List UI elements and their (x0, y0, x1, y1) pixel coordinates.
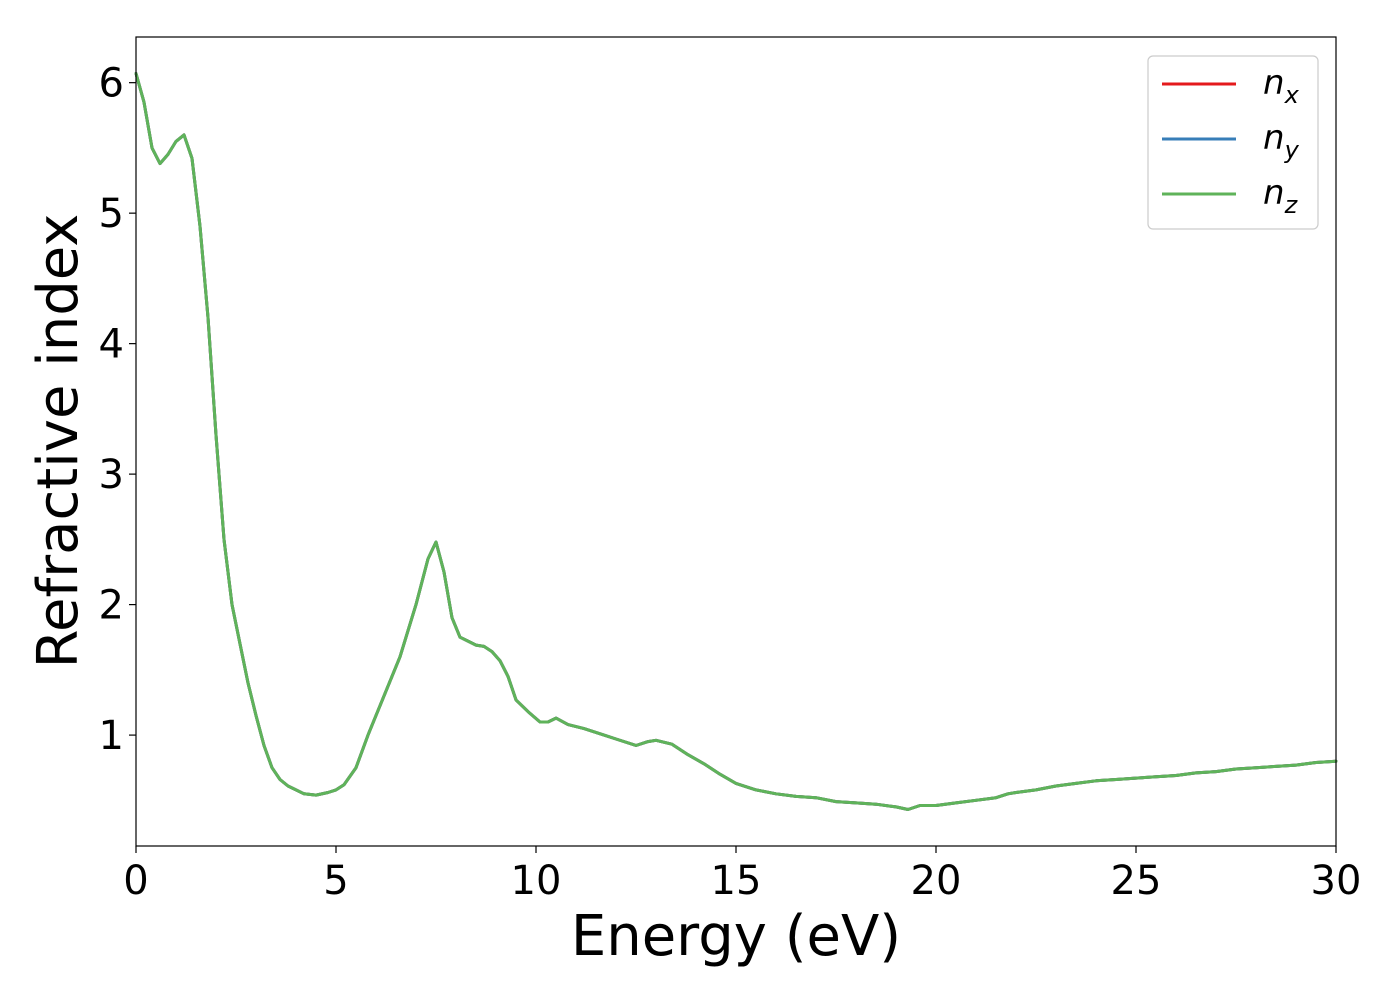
legend-label-base: n (1263, 173, 1285, 213)
x-tick-label: 30 (1311, 858, 1362, 904)
legend-label-subscript: x (1284, 81, 1300, 109)
y-tick-label: 5 (99, 191, 124, 237)
legend-label-base: n (1263, 118, 1285, 158)
x-tick-label: 20 (911, 858, 962, 904)
x-tick-label: 10 (511, 858, 562, 904)
x-tick-label: 15 (711, 858, 762, 904)
x-tick-label: 0 (123, 858, 148, 904)
legend-label-subscript: z (1284, 191, 1299, 219)
y-tick-label: 6 (99, 61, 124, 107)
y-axis: 1 2 3 4 5 6 (99, 61, 136, 759)
legend-label-subscript: y (1284, 136, 1300, 164)
x-tick-label: 5 (323, 858, 348, 904)
y-tick-label: 3 (99, 452, 124, 498)
y-axis-title: Refractive index (26, 214, 91, 669)
series-line-nz (134, 72, 1338, 811)
legend-label-nx: nx (1263, 63, 1300, 109)
legend-label-nz: nz (1263, 173, 1299, 219)
x-axis: 0 5 10 15 20 25 30 (123, 846, 1361, 904)
series-layer (134, 72, 1338, 811)
y-tick-label: 4 (99, 322, 124, 368)
x-tick-label: 25 (1111, 858, 1162, 904)
legend-box (1147, 55, 1319, 230)
y-tick-label: 1 (99, 713, 124, 759)
legend-label-base: n (1263, 63, 1285, 103)
y-tick-label: 2 (99, 583, 124, 629)
legend-label-ny: ny (1263, 118, 1300, 164)
x-axis-title: Energy (eV) (571, 904, 901, 969)
